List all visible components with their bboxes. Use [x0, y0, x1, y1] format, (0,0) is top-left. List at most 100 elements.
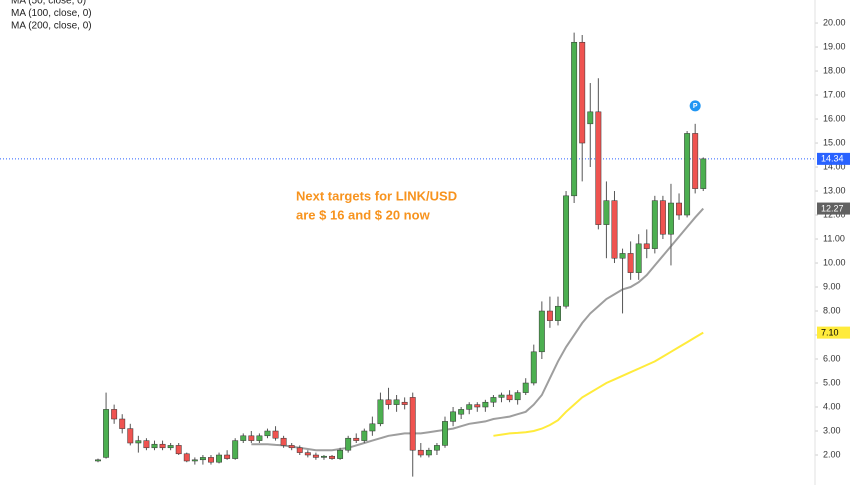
y-tick-label: 13.00	[823, 185, 846, 195]
candle-body	[353, 437, 360, 441]
candle-body	[611, 200, 618, 259]
candle-body	[272, 430, 279, 439]
candle-body	[175, 445, 182, 455]
candle-body	[700, 158, 707, 189]
flag-marker	[689, 100, 701, 112]
candle-body	[256, 435, 263, 441]
candle-body	[538, 310, 545, 353]
price-label: 7.10	[821, 327, 839, 337]
candle-body	[183, 453, 190, 462]
y-tick-label: 5.00	[823, 377, 841, 387]
y-tick-label: 11.00	[823, 233, 845, 243]
candle-body	[216, 454, 223, 463]
ma-line	[251, 207, 704, 452]
candle-body	[514, 392, 521, 401]
annotation: are $ 16 and $ 20 now	[296, 207, 431, 222]
candle-body	[159, 443, 166, 449]
candle-body	[151, 443, 158, 449]
price-label: 14.34	[821, 154, 844, 164]
candle-body	[458, 409, 465, 415]
candle-body	[522, 382, 529, 393]
y-tick-label: 14.00	[823, 161, 846, 171]
candle-body	[684, 133, 691, 216]
candle-body	[635, 243, 642, 273]
candle-body	[288, 445, 295, 449]
legend-entry: MA (50, close, 0)	[11, 0, 86, 7]
candle-body	[224, 454, 231, 459]
price-label: 12.27	[821, 203, 844, 213]
candle-body	[425, 449, 432, 456]
candle-body	[643, 243, 650, 249]
candle-body	[119, 418, 126, 429]
candle-body	[377, 399, 384, 425]
candle-body	[393, 399, 400, 405]
candle-body	[668, 202, 674, 235]
candle-body	[563, 195, 570, 307]
y-tick-label: 15.00	[823, 137, 846, 147]
candle-body	[329, 455, 335, 459]
candle-body	[692, 133, 699, 189]
candle-body	[95, 459, 101, 462]
y-tick-label: 3.00	[823, 425, 841, 435]
flag-label: P	[693, 103, 698, 110]
candle-body	[312, 454, 319, 458]
legend-entry: MA (100, close, 0)	[11, 8, 92, 19]
candle-body	[530, 351, 537, 384]
candle-body	[296, 447, 303, 453]
candle-body	[143, 440, 150, 449]
candle-body	[579, 41, 586, 144]
candle-body	[466, 404, 473, 410]
candle-body	[369, 423, 376, 432]
y-tick-label: 9.00	[823, 281, 841, 291]
candle-body	[627, 253, 634, 273]
candle-body	[498, 394, 505, 398]
candle-body	[337, 449, 344, 459]
y-tick-label: 6.00	[823, 353, 841, 363]
y-tick-label: 2.00	[823, 449, 841, 459]
candle-body	[417, 449, 424, 456]
legend-entry: MA (200, close, 0)	[11, 21, 92, 32]
candle-body	[304, 452, 311, 456]
candle-body	[264, 430, 271, 437]
candle-body	[248, 435, 255, 441]
candle-body	[361, 430, 368, 441]
candle-body	[409, 397, 416, 451]
candle-body	[240, 435, 247, 441]
y-tick-label: 8.00	[823, 305, 841, 315]
y-tick-label: 20.00	[823, 17, 846, 27]
price-label-box	[817, 326, 850, 339]
candle-body	[167, 445, 174, 449]
price-label-box	[817, 202, 850, 215]
candle-body	[651, 200, 658, 249]
candle-body	[345, 437, 352, 451]
y-tick-label: 16.00	[823, 113, 846, 123]
candle-body	[659, 200, 666, 235]
candle-body	[571, 41, 578, 197]
candle-body	[127, 428, 134, 444]
y-tick-label: 4.00	[823, 401, 841, 411]
candle-body	[385, 399, 392, 405]
candle-body	[546, 310, 553, 321]
candle-body	[208, 457, 214, 463]
candle-body	[482, 401, 489, 408]
candle-body	[401, 401, 408, 405]
candle-body	[603, 200, 610, 225]
y-tick-label: 19.00	[823, 41, 846, 51]
y-tick-label: 10.00	[823, 257, 846, 267]
candle-body	[450, 411, 457, 422]
candle-body	[111, 409, 118, 420]
candle-body	[199, 457, 206, 461]
ma-line	[493, 331, 704, 437]
candle-body	[595, 111, 602, 225]
candle-body	[103, 409, 110, 458]
candle-body	[506, 394, 513, 401]
y-tick-label: 18.00	[823, 65, 846, 75]
y-tick-label: 17.00	[823, 89, 846, 99]
candle-body	[135, 440, 142, 444]
candle-body	[442, 421, 448, 446]
candle-body	[280, 437, 287, 446]
price-label-box	[817, 152, 850, 165]
